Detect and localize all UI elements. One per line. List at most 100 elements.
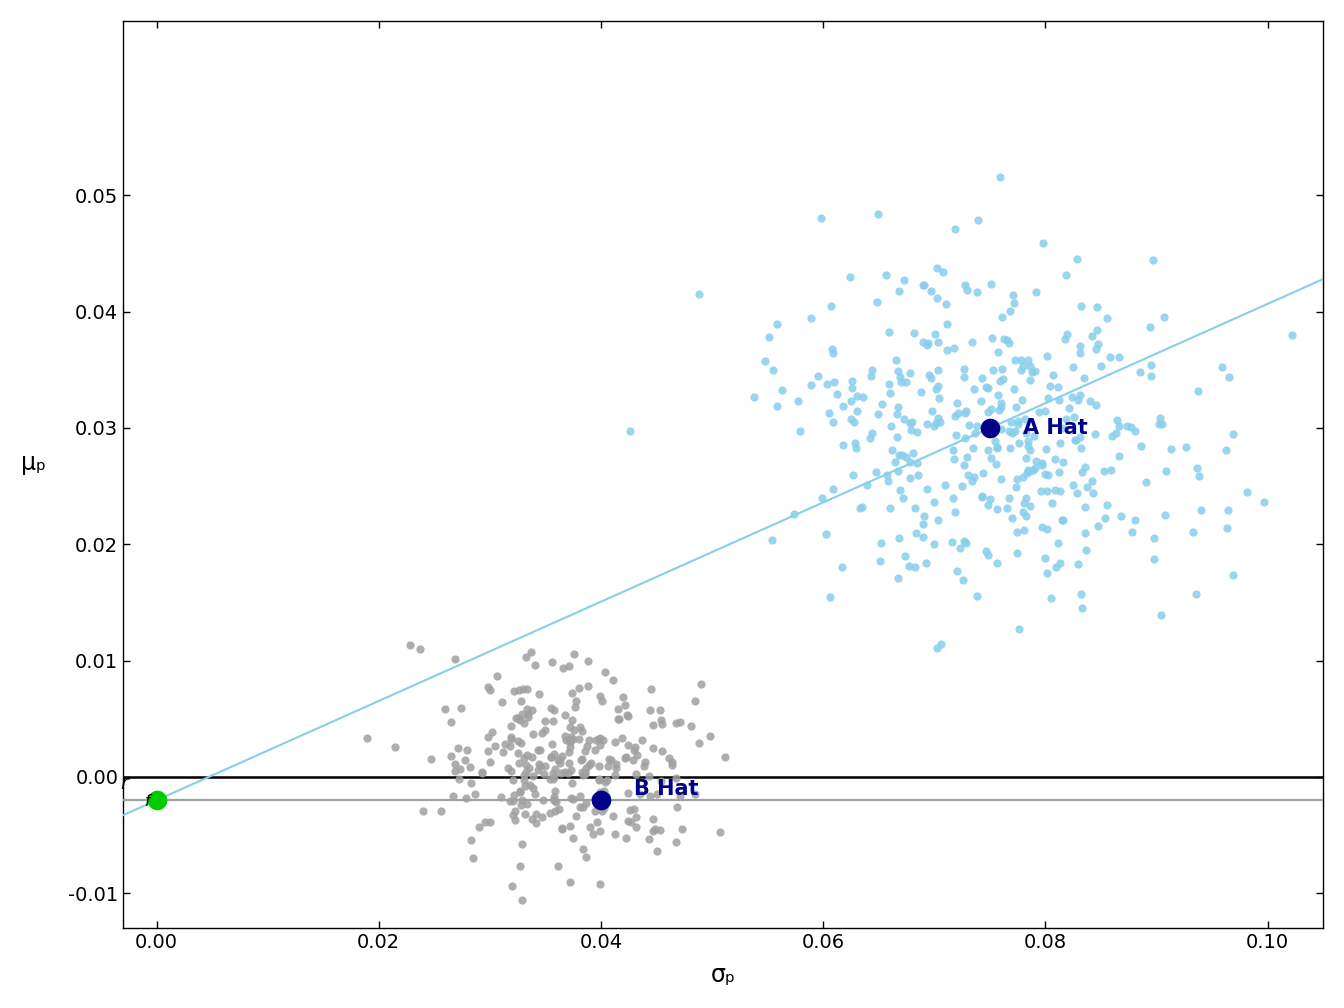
Point [1035, 466, 1056, 482]
Point [982, 362, 1004, 378]
Point [613, 688, 634, 705]
Point [633, 758, 655, 774]
Point [1175, 438, 1196, 455]
Point [511, 892, 532, 908]
Point [591, 694, 613, 710]
Point [521, 749, 543, 765]
Point [1144, 550, 1165, 566]
Point [978, 420, 1000, 436]
Point [925, 326, 946, 342]
Point [1150, 608, 1172, 624]
Point [1016, 465, 1038, 481]
Point [689, 675, 711, 691]
Point [547, 858, 569, 874]
Point [559, 734, 581, 750]
Point [413, 802, 434, 818]
Point [1050, 554, 1071, 571]
Point [880, 442, 902, 458]
Point [559, 739, 581, 755]
Point [554, 764, 575, 780]
Point [925, 381, 946, 397]
Point [968, 212, 989, 228]
Point [629, 786, 650, 802]
Point [602, 672, 624, 688]
Point [1062, 477, 1083, 493]
Point [1070, 345, 1091, 361]
Point [508, 733, 530, 749]
Point [546, 794, 567, 810]
Point [621, 813, 642, 830]
Point [942, 490, 964, 506]
Point [886, 405, 907, 421]
Point [559, 874, 581, 890]
Point [758, 329, 780, 345]
X-axis label: σₚ: σₚ [711, 964, 735, 987]
Point [1048, 392, 1070, 408]
Point [441, 748, 462, 764]
Point [1024, 363, 1046, 379]
Point [1001, 510, 1023, 526]
Point [953, 457, 974, 473]
Point [410, 641, 431, 657]
Point [669, 714, 691, 730]
Point [1074, 459, 1095, 475]
Point [1087, 336, 1109, 352]
Point [607, 711, 629, 727]
Point [552, 660, 574, 676]
Point [1141, 357, 1163, 373]
Point [551, 820, 573, 836]
Point [913, 528, 934, 544]
Point [605, 756, 626, 772]
Point [1017, 437, 1039, 454]
Point [817, 376, 839, 392]
Point [520, 777, 542, 793]
Point [977, 442, 999, 458]
Point [958, 417, 980, 433]
Point [624, 800, 645, 816]
Point [1071, 600, 1093, 616]
Point [887, 463, 909, 479]
Point [644, 821, 665, 837]
Point [954, 430, 976, 447]
Point [884, 454, 906, 470]
Point [1039, 378, 1060, 394]
Point [894, 411, 915, 427]
Point [754, 353, 775, 369]
Point [684, 785, 706, 801]
Point [1094, 510, 1116, 526]
Point [810, 211, 832, 227]
Point [1000, 440, 1021, 457]
Point [1032, 458, 1054, 474]
Point [976, 543, 997, 559]
Point [594, 774, 616, 790]
Point [500, 793, 521, 809]
Point [520, 644, 542, 660]
Point [1110, 508, 1132, 524]
Point [843, 467, 864, 483]
Point [593, 732, 614, 748]
Point [646, 785, 668, 801]
Point [986, 555, 1008, 572]
Point [899, 365, 921, 381]
Point [886, 428, 907, 445]
Point [523, 780, 544, 796]
Point [1107, 349, 1129, 365]
Point [589, 876, 610, 892]
Point [1070, 440, 1091, 457]
Point [1032, 518, 1054, 534]
Point [560, 789, 582, 805]
Point [923, 494, 945, 510]
Point [1097, 497, 1118, 513]
Point [671, 821, 692, 837]
Point [820, 297, 841, 313]
Point [1032, 456, 1054, 472]
Point [970, 488, 992, 504]
Point [966, 589, 988, 605]
Point [1035, 442, 1056, 458]
Point [620, 802, 641, 818]
Point [945, 407, 966, 423]
Point [905, 558, 926, 575]
Point [579, 732, 601, 748]
Point [585, 803, 606, 820]
Point [1101, 462, 1122, 478]
